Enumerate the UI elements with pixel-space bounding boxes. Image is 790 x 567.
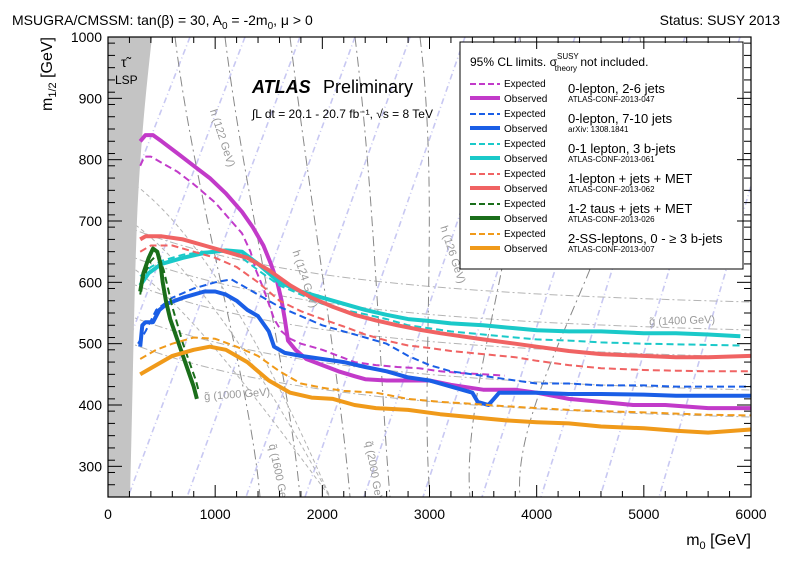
legend-series-ref: ATLAS-CONF-2013-007 [568,245,655,254]
observed-line-3 [139,234,751,360]
contour-line [289,37,351,497]
lsp-excluded-region [108,37,152,497]
y-tick-label: 400 [79,397,103,413]
expected-line-4 [139,255,201,393]
legend-series-ref: ATLAS-CONF-2013-026 [568,215,655,224]
expected-line-2 [139,250,741,347]
legend-series-ref: ATLAS-CONF-2013-061 [568,155,655,164]
legend-observed-label: Observed [504,214,547,225]
contour-line [127,37,301,497]
legend-series-name: 1-2 taus + jets + MET [568,201,692,216]
contour-line [109,219,751,303]
contour-line [111,254,331,497]
legend-expected-label: Expected [504,229,546,240]
expected-line-5 [139,336,751,417]
legend-series-ref: ATLAS-CONF-2013-047 [568,95,655,104]
y-tick-label: 600 [79,274,103,290]
atlas-label: ATLAS [251,77,311,97]
y-axis: 300 400 500 600 700 800 900 1000 [71,29,751,498]
legend-series-name: 0-1 lepton, 3 b-jets [568,141,676,156]
legend-expected-label: Expected [504,139,546,150]
x-axis: 0 1000 2000 3000 4000 5000 6000 [104,37,767,522]
legend-series-name: 1-lepton + jets + MET [568,171,692,186]
x-tick-label: 1000 [200,506,231,522]
observed-line-2 [138,248,741,339]
observed-line-5 [139,344,751,435]
contour-line [186,37,356,497]
lsp-symbol: τ̃ [121,54,132,70]
x-tick-label: 4000 [521,506,552,522]
legend-series-ref: arXiv: 1308.1841 [568,125,629,134]
chart-header-left: MSUGRA/CMSSM: tan(β) = 30, A0 = -2m0, μ … [12,12,313,32]
legend-observed-label: Observed [504,184,547,195]
legend-observed-label: Observed [504,94,547,105]
luminosity-label: ∫L dt = 20.1 - 20.7 fb⁻¹, √s = 8 TeV [251,107,433,121]
legend-title: 95% CL limits. σSUSY theory not included. [470,52,648,73]
contour-line [108,37,246,398]
observed-line-4 [138,246,199,400]
x-axis-title: m0 [GeV] [686,532,751,552]
y-tick-label: 900 [79,90,103,106]
atlas-preliminary: Preliminary [323,77,413,97]
legend-series-name: 2-SS-leptons, 0 - ≥ 3 b-jets [568,231,723,246]
legend-observed-label: Observed [504,154,547,165]
x-tick-label: 5000 [628,506,659,522]
contour-line [354,37,391,497]
chart-header-right: Status: SUSY 2013 [660,12,781,28]
y-tick-label: 300 [79,458,103,474]
series-lines [137,133,751,435]
contour-line [245,37,411,497]
legend-expected-label: Expected [504,109,546,120]
y-tick-label: 1000 [71,29,102,45]
contour-line [109,247,751,331]
legend-expected-label: Expected [504,79,546,90]
lsp-label: LSP [115,73,138,87]
contour-line [224,37,301,497]
legend-series-ref: ATLAS-CONF-2013-062 [568,185,655,194]
contour-line [108,37,191,249]
expected-line-1 [137,278,751,388]
legend-expected-label: Expected [504,169,546,180]
legend-observed-label: Observed [504,124,547,135]
expected-line-3 [139,244,751,373]
contour-label: g̃ (1000 GeV) [204,387,271,404]
x-tick-label: 2000 [307,506,338,522]
contour-line [304,37,466,497]
contour-line [419,37,431,497]
y-tick-label: 700 [79,213,103,229]
x-tick-label: 6000 [735,506,766,522]
y-tick-label: 800 [79,152,103,168]
y-axis-title: m1/2 [GeV] [39,37,59,111]
x-tick-label: 0 [104,506,112,522]
legend-series-name: 0-lepton, 2-6 jets [568,81,665,96]
contour-label: g̃ (1400 GeV) [649,314,716,328]
legend: 95% CL limits. σSUSY theory not included.… [459,41,744,270]
legend-series-name: 0-lepton, 7-10 jets [568,111,673,126]
expected-line-0 [139,155,505,377]
legend-expected-label: Expected [504,199,546,210]
legend-observed-label: Observed [504,244,547,255]
y-tick-label: 500 [79,336,103,352]
observed-line-1 [138,289,751,407]
contour-line [174,37,261,497]
x-tick-label: 3000 [414,506,445,522]
